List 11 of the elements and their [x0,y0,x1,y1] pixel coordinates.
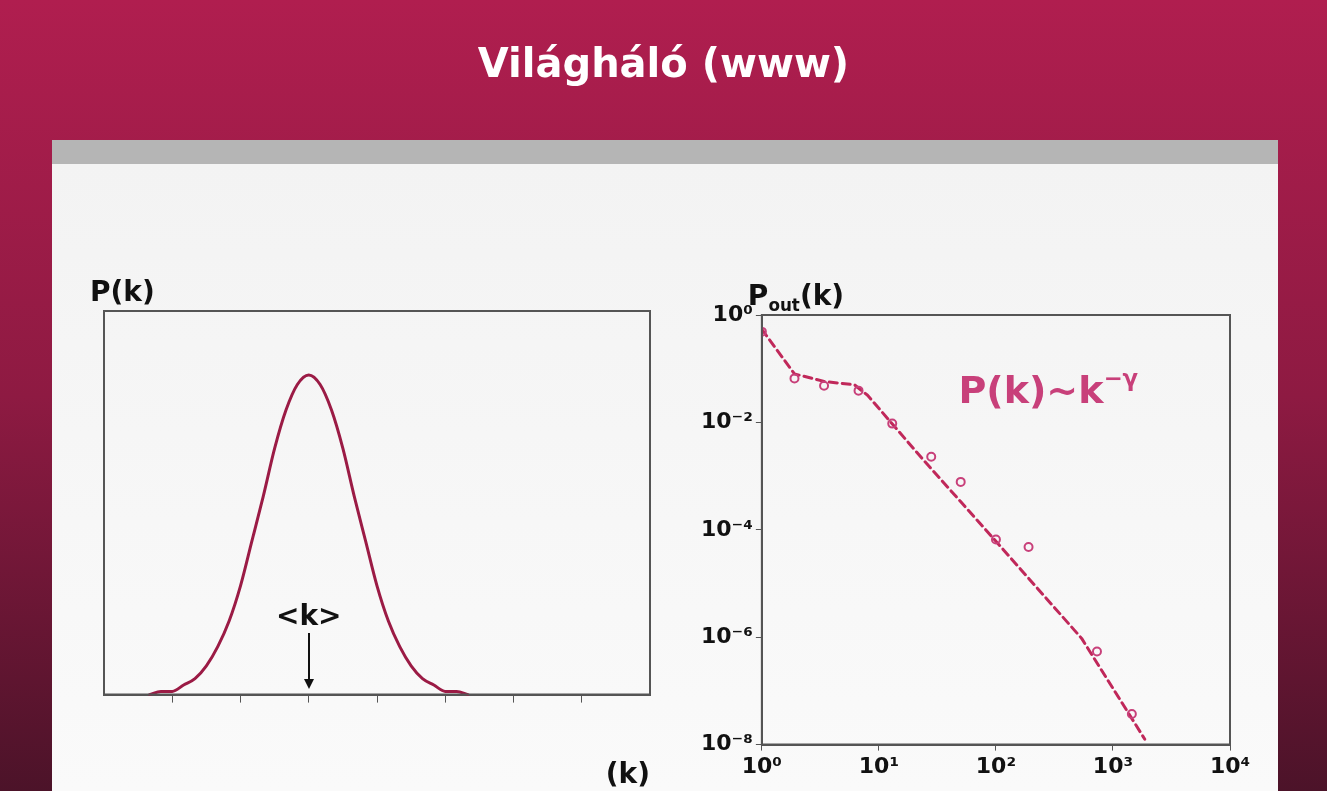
y-axis-title: P(k) [90,275,155,308]
x-tick-label: 10¹ [858,752,900,778]
annotation: <k> [275,598,342,632]
y-tick-label: 10⁻⁴ [700,515,753,541]
x-tick-label: 10² [975,752,1017,778]
y-tick-label: 10⁻⁶ [700,622,753,648]
x-tick-label: 10³ [1092,752,1134,778]
x-axis-title: (k) [605,757,650,790]
x-tick-label: 10⁴ [1209,752,1251,778]
y-tick-label: 10⁻² [700,408,753,434]
chart-title: Világháló (www) [476,40,851,86]
